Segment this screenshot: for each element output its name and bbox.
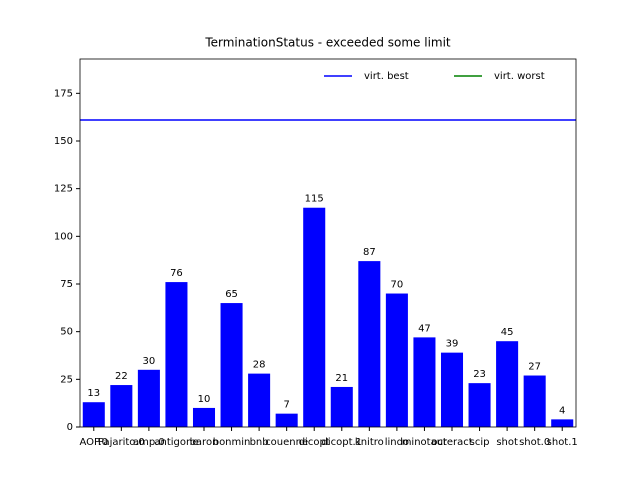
value-label: 10 bbox=[198, 394, 211, 405]
x-tick-label: antigone bbox=[154, 437, 198, 448]
value-label: 4 bbox=[559, 405, 565, 416]
x-tick-label: bonmin bbox=[213, 437, 251, 448]
y-tick-label: 150 bbox=[54, 136, 73, 147]
value-label: 47 bbox=[418, 323, 431, 334]
x-tick-label: bnb bbox=[250, 437, 269, 448]
bar bbox=[82, 402, 105, 427]
bar bbox=[413, 337, 436, 427]
value-label: 76 bbox=[170, 268, 183, 279]
value-label: 13 bbox=[87, 388, 100, 399]
bar bbox=[192, 407, 216, 427]
y-tick-label: 100 bbox=[54, 231, 73, 242]
value-label: 87 bbox=[363, 247, 376, 258]
x-tick-label: dicopt.1 bbox=[321, 437, 362, 448]
bar bbox=[248, 373, 271, 427]
x-tick-label: shot.0 bbox=[519, 437, 550, 448]
x-tick-label: knitro bbox=[355, 437, 384, 448]
x-tick-label: AOP.0 bbox=[79, 437, 108, 448]
bar bbox=[137, 369, 160, 427]
value-label: 7 bbox=[283, 400, 289, 411]
bar bbox=[330, 386, 353, 427]
value-label: 22 bbox=[115, 371, 128, 382]
x-tick-label: amp.0 bbox=[133, 437, 165, 448]
y-tick-label: 125 bbox=[54, 184, 73, 195]
bar bbox=[523, 375, 546, 427]
y-tick-label: 25 bbox=[60, 374, 73, 385]
x-tick-label: lindo bbox=[385, 437, 409, 448]
bar bbox=[440, 352, 464, 427]
value-label: 39 bbox=[446, 339, 459, 350]
bar bbox=[358, 261, 381, 427]
bar bbox=[110, 385, 133, 427]
x-tick-label: minotaur bbox=[402, 437, 448, 448]
value-label: 70 bbox=[391, 280, 404, 291]
x-tick-label: shot.1 bbox=[547, 437, 578, 448]
y-tick-label: 175 bbox=[54, 88, 73, 99]
bar bbox=[165, 282, 188, 427]
y-tick-label: 75 bbox=[60, 279, 73, 290]
x-tick-label: couenne bbox=[265, 437, 308, 448]
value-label: 28 bbox=[253, 360, 266, 371]
value-label: 23 bbox=[473, 369, 486, 380]
bar bbox=[385, 293, 408, 427]
bar bbox=[551, 419, 574, 427]
bar bbox=[303, 207, 326, 427]
value-label: 65 bbox=[225, 289, 238, 300]
bar bbox=[468, 383, 491, 427]
x-tick-label: dicopt bbox=[299, 437, 330, 448]
chart-title: TerminationStatus - exceeded some limit bbox=[204, 36, 451, 50]
x-tick-label: Pajarito.0 bbox=[98, 437, 145, 448]
bar bbox=[496, 341, 519, 427]
x-tick-label: scip bbox=[470, 437, 490, 448]
y-tick-label: 0 bbox=[67, 422, 73, 433]
value-label: 30 bbox=[143, 356, 156, 367]
x-tick-label: octeract bbox=[431, 437, 472, 448]
y-tick-label: 50 bbox=[60, 327, 73, 338]
bar bbox=[275, 413, 298, 427]
legend-label: virt. best bbox=[364, 71, 409, 82]
x-tick-label: shot bbox=[496, 437, 518, 448]
x-tick-label: baron bbox=[190, 437, 219, 448]
bar bbox=[220, 303, 243, 427]
value-label: 115 bbox=[305, 194, 324, 205]
value-label: 45 bbox=[501, 327, 514, 338]
value-label: 27 bbox=[528, 362, 541, 373]
value-label: 21 bbox=[335, 373, 348, 384]
legend-label: virt. worst bbox=[494, 71, 545, 82]
plot-frame bbox=[79, 58, 577, 428]
